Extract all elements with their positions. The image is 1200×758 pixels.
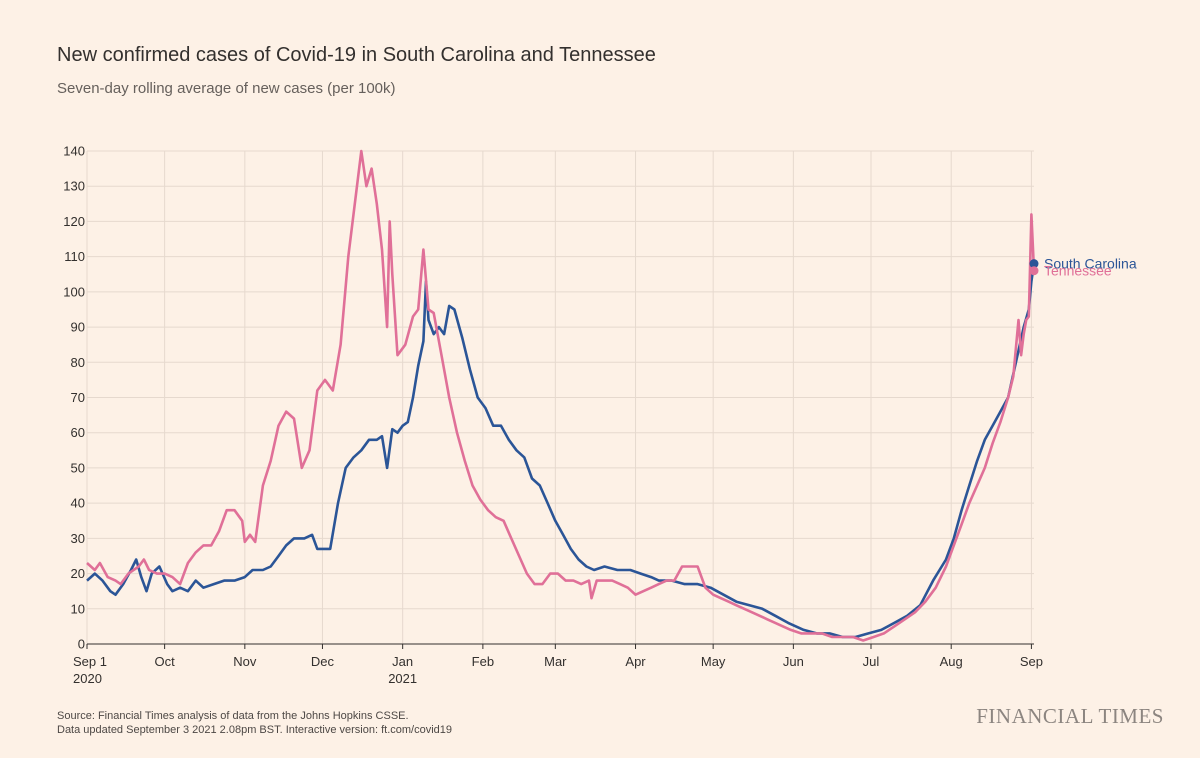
x-axis-ticks: Sep 1 2020 Oct Nov Dec Jan 2021 Feb Mar Apr May Jun… bbox=[73, 644, 1043, 686]
x-tick-label: Feb bbox=[472, 654, 494, 669]
x-tick-label: Oct bbox=[155, 654, 176, 669]
y-tick-label: 0 bbox=[78, 637, 85, 652]
y-tick-label: 40 bbox=[71, 496, 85, 511]
source-note: Source: Financial Times analysis of data… bbox=[57, 709, 452, 737]
series-endpoint-south-carolina bbox=[1029, 259, 1039, 269]
y-tick-label: 130 bbox=[63, 179, 85, 194]
y-tick-label: 100 bbox=[63, 284, 85, 299]
legend-label-tennessee: Tennessee bbox=[1044, 263, 1112, 279]
series-lines bbox=[86, 149, 1036, 642]
y-tick-label: 60 bbox=[71, 425, 85, 440]
y-tick-label: 20 bbox=[71, 566, 85, 581]
y-tick-label: 30 bbox=[71, 531, 85, 546]
y-tick-label: 50 bbox=[71, 460, 85, 475]
y-tick-label: 70 bbox=[71, 390, 85, 405]
chart-subtitle: Seven-day rolling average of new cases (… bbox=[57, 80, 396, 97]
gridlines bbox=[86, 150, 1034, 644]
x-tick-label: Jun bbox=[783, 654, 804, 669]
chart-title: New confirmed cases of Covid-19 in South… bbox=[57, 44, 656, 66]
source-line-2: Data updated September 3 2021 2.08pm BST… bbox=[57, 724, 453, 736]
y-tick-label: 140 bbox=[63, 144, 85, 159]
series-line-south-carolina bbox=[86, 263, 1036, 639]
source-line-1: Source: Financial Times analysis of data… bbox=[57, 710, 409, 722]
x-tick-sublabel: 2021 bbox=[388, 671, 417, 686]
x-tick-label: Jul bbox=[863, 654, 880, 669]
x-tick-label: Apr bbox=[625, 654, 646, 669]
y-tick-label: 120 bbox=[63, 214, 85, 229]
y-tick-label: 80 bbox=[71, 355, 85, 370]
x-tick-label: Sep bbox=[1020, 654, 1043, 669]
x-tick-label: Jan bbox=[392, 654, 413, 669]
legend-label-south-carolina: South Carolina bbox=[1044, 256, 1137, 272]
y-axis-ticks: 0 10 20 30 40 50 60 70 80 90 100 110 120 130 140 bbox=[63, 144, 85, 652]
x-tick-label: Mar bbox=[544, 654, 567, 669]
x-tick-label: Dec bbox=[311, 654, 335, 669]
x-tick-label: Aug bbox=[940, 654, 963, 669]
x-tick-sublabel: 2020 bbox=[73, 671, 102, 686]
x-tick-label: Sep 1 bbox=[73, 654, 107, 669]
series-endpoint-tennessee bbox=[1029, 266, 1039, 276]
x-tick-label: May bbox=[701, 654, 726, 669]
ft-brand-logo: FINANCIAL TIMES bbox=[976, 704, 1164, 728]
y-tick-label: 10 bbox=[71, 601, 85, 616]
y-tick-label: 110 bbox=[64, 249, 85, 264]
x-tick-label: Nov bbox=[233, 654, 257, 669]
series-line-tennessee bbox=[86, 149, 1036, 642]
y-tick-label: 90 bbox=[71, 320, 85, 335]
